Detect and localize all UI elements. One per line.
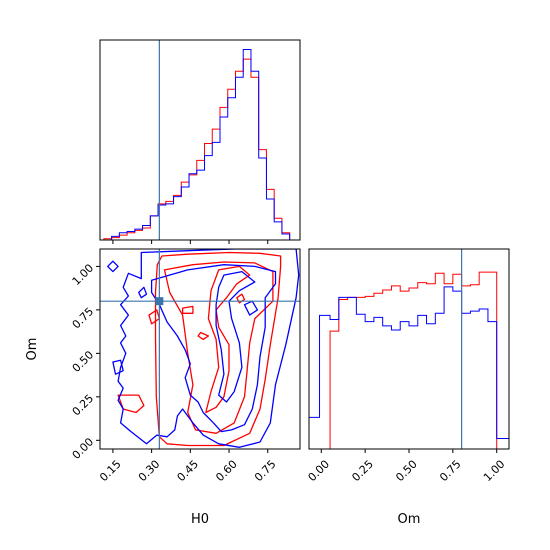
om-tick-label: 0.75 xyxy=(70,305,97,332)
contour-panel-h0-om: 0.15 0.30 0.45 0.60 0.75 0.00 0.25 0.50 0.75 1.00… xyxy=(25,248,301,527)
contour-lines xyxy=(107,249,300,448)
blue-contour-3 xyxy=(138,286,148,299)
h0-tick-label: 0.60 xyxy=(213,458,240,485)
truth-marker xyxy=(155,297,164,306)
om-hist-x-tick-label: 0.75 xyxy=(437,458,464,485)
red-contour-4 xyxy=(197,331,210,341)
red-contour-2 xyxy=(205,265,251,414)
h0-tick-label: 0.75 xyxy=(252,458,279,485)
om-hist-x-tick-label: 0.50 xyxy=(393,458,420,485)
om-tick-label: 0.00 xyxy=(70,435,97,462)
om-hist-frame xyxy=(308,248,510,450)
contour-frame xyxy=(99,248,301,450)
h0-hist-red-series xyxy=(103,58,291,240)
red-contour-6 xyxy=(117,394,145,414)
om-hist-x-tick-label: 0.00 xyxy=(306,458,333,485)
h0-hist-frame xyxy=(99,39,301,241)
h0-axis-label: H0 xyxy=(191,512,209,527)
red-contour-3 xyxy=(181,305,194,314)
om-hist-x-tick-label: 0.25 xyxy=(349,458,376,485)
blue-contour-0 xyxy=(117,249,300,448)
om-hist-series xyxy=(309,271,509,449)
h0-tick-label: 0.15 xyxy=(97,458,124,485)
h0-hist-blue-series xyxy=(103,49,291,241)
h0-tick-label: 0.30 xyxy=(136,458,163,485)
om-hist-axis-label: Om xyxy=(398,512,421,527)
blue-contour-2 xyxy=(215,270,256,403)
om-tick-label: 0.25 xyxy=(70,392,97,419)
om-hist-blue-series xyxy=(309,286,509,449)
histogram-panel-om: 0.00 0.25 0.50 0.75 1.00 Om xyxy=(306,248,510,527)
om-axis-label: Om xyxy=(25,338,40,361)
om-hist-red-series xyxy=(321,271,498,449)
om-tick-label: 0.50 xyxy=(70,348,97,375)
blue-contour-1 xyxy=(150,264,277,433)
h0-tick-label: 0.45 xyxy=(175,458,202,485)
red-contour-7 xyxy=(148,309,161,325)
blue-contour-4 xyxy=(107,260,119,273)
histogram-panel-h0 xyxy=(99,39,301,244)
blue-contour-6 xyxy=(243,300,259,316)
om-tick-label: 1.00 xyxy=(70,261,97,288)
blue-contour-5 xyxy=(112,359,124,375)
red-contour-1 xyxy=(163,261,274,434)
om-hist-x-tick-label: 1.00 xyxy=(481,458,508,485)
red-contour-0 xyxy=(154,251,282,447)
